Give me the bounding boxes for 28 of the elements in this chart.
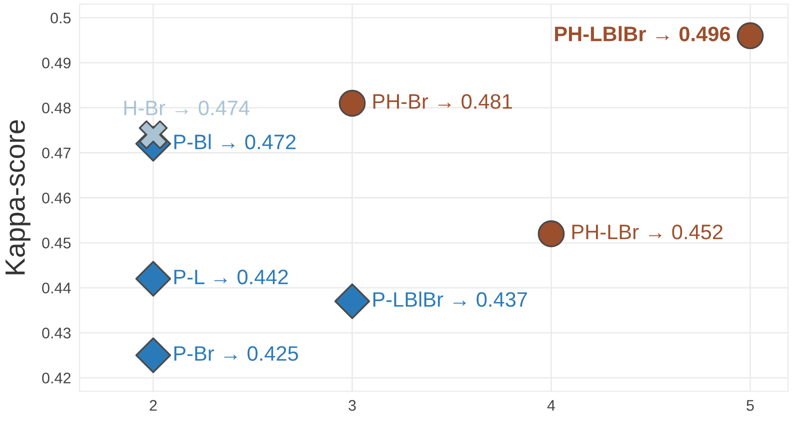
y-tick-label: 0.47 xyxy=(42,148,70,158)
y-tick-label: 0.48 xyxy=(42,102,71,114)
data-label: P-Bl → 0.472 xyxy=(174,134,296,150)
data-label: P-LBlBr → 0.437 xyxy=(373,292,527,307)
y-tick-label: 0.44 xyxy=(42,282,71,294)
point xyxy=(538,220,565,248)
x-tick-label: 2 xyxy=(150,400,157,411)
data-label: PH-LBr → 0.452 xyxy=(572,224,722,240)
point xyxy=(338,90,366,117)
point xyxy=(334,283,370,320)
data-label: PH-Br → 0.481 xyxy=(373,94,512,109)
point xyxy=(135,337,172,374)
x-tick-label: 4 xyxy=(547,400,556,411)
x-tick-label: 3 xyxy=(348,400,356,411)
y-tick-label: 0.45 xyxy=(42,238,71,248)
y-tick-label: 0.43 xyxy=(42,328,71,338)
point xyxy=(736,22,764,50)
data-label: P-Br → 0.425 xyxy=(174,346,298,361)
point xyxy=(135,260,172,297)
y-tick-label: 0.5 xyxy=(50,12,71,24)
data-label: PH-LBlBr → 0.496 xyxy=(555,26,730,42)
data-label: P-L → 0.442 xyxy=(174,270,288,284)
y-tick-label: 0.42 xyxy=(42,372,70,384)
data-label: H-Br → 0.474 xyxy=(124,100,250,116)
y-tick-label: 0.49 xyxy=(42,58,71,68)
y-tick-label: 0.46 xyxy=(42,192,71,204)
y-axis-title: Kappa-score xyxy=(6,120,30,274)
x-tick-label: 5 xyxy=(746,400,754,411)
